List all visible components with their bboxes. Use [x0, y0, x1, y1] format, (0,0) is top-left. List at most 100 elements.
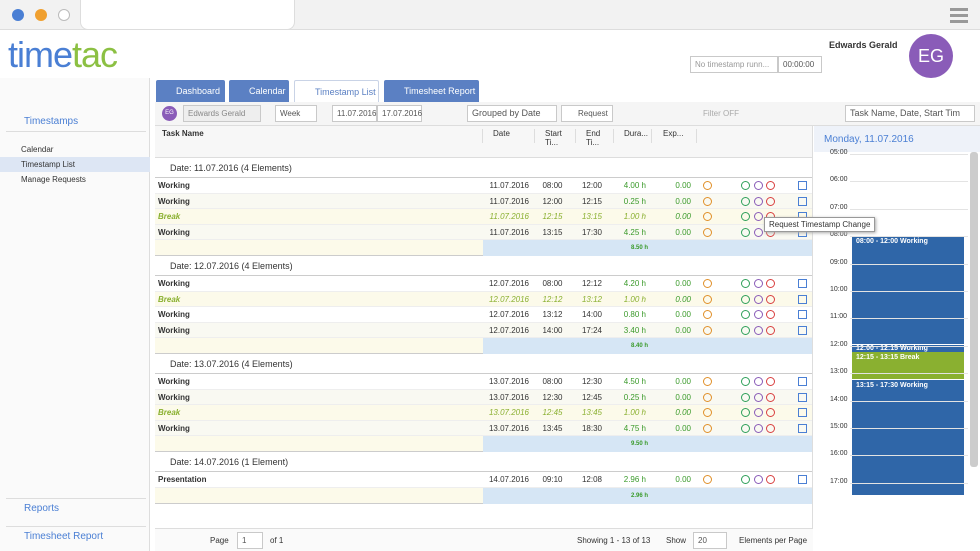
table-row[interactable]: Presentation 14.07.2016 09:10 12:08 2.96 h 0.… [155, 472, 812, 488]
grouping-select[interactable]: Grouped by Date [467, 105, 557, 122]
action-icon[interactable] [703, 212, 712, 221]
action-icon[interactable] [754, 475, 763, 484]
sidebar-item[interactable]: Calendar [21, 145, 54, 154]
date-from[interactable]: 11.07.2016 [332, 105, 377, 122]
action-icon[interactable] [741, 227, 750, 237]
sidebar-item[interactable]: Timestamp List [0, 157, 150, 172]
sort-select[interactable]: Task Name, Date, Start Tim [845, 105, 975, 122]
table-row[interactable]: Break 11.07.2016 12:15 13:15 1.00 h 0.00 [155, 209, 812, 225]
table-row[interactable]: Working 11.07.2016 12:00 12:15 0.25 h 0.00 [155, 193, 812, 209]
table-row[interactable]: Break 12.07.2016 12:12 13:12 1.00 h 0.00 [155, 291, 812, 307]
action-icon[interactable] [754, 325, 763, 335]
action-icon[interactable] [766, 294, 775, 304]
action-icon[interactable] [766, 181, 775, 190]
calendar-event[interactable]: 13:15 - 17:30 Working [852, 380, 964, 495]
table-row[interactable]: Working 12.07.2016 14:00 17:24 3.40 h 0.00 [155, 322, 812, 338]
action-icon[interactable] [741, 212, 750, 221]
column-header[interactable]: Date [483, 129, 535, 143]
group-header[interactable]: Date: 14.07.2016 (1 Element) [155, 452, 812, 472]
calendar-event[interactable]: 12:15 - 13:15 Break [852, 352, 964, 379]
action-icon[interactable] [798, 423, 807, 433]
action-icon[interactable] [754, 227, 763, 237]
action-icon[interactable] [741, 377, 750, 386]
action-icon[interactable] [766, 423, 775, 433]
action-icon[interactable] [798, 475, 807, 484]
action-icon[interactable] [754, 212, 763, 221]
page-input[interactable]: 1 [237, 532, 263, 549]
action-icon[interactable] [741, 196, 750, 206]
action-icon[interactable] [798, 294, 807, 304]
group-header[interactable]: Date: 13.07.2016 (4 Elements) [155, 354, 812, 374]
sidebar-link[interactable]: Reports [6, 498, 146, 518]
action-icon[interactable] [754, 196, 763, 206]
column-header[interactable]: Exp... [653, 129, 697, 143]
action-icon[interactable] [798, 181, 807, 190]
action-icon[interactable] [754, 181, 763, 190]
action-icon[interactable] [741, 279, 750, 288]
menu-icon[interactable] [950, 6, 970, 24]
period-select[interactable]: Week [275, 105, 317, 122]
group-header[interactable]: Date: 11.07.2016 (4 Elements) [155, 158, 812, 178]
calendar-event[interactable]: 12:00 - 12:15 Working [852, 345, 964, 352]
action-icon[interactable] [766, 310, 775, 319]
action-icon[interactable] [741, 408, 750, 417]
action-icon[interactable] [703, 294, 712, 304]
action-icon[interactable] [766, 475, 775, 484]
filter[interactable]: Filter OFF [703, 109, 739, 118]
action-icon[interactable] [703, 475, 712, 484]
action-icon[interactable] [754, 279, 763, 288]
action-icon[interactable] [766, 408, 775, 417]
logo[interactable]: timetac [8, 34, 118, 76]
sidebar-section[interactable]: Timestamps [6, 112, 146, 132]
action-icon[interactable] [741, 423, 750, 433]
tab[interactable]: Timesheet Report [384, 80, 479, 102]
table-row[interactable]: Working 11.07.2016 08:00 12:00 4.00 h 0.00 [155, 178, 812, 194]
per-page-select[interactable]: 20 [693, 532, 727, 549]
scrollbar[interactable] [970, 152, 978, 467]
column-header[interactable]: Start Ti... [535, 129, 576, 147]
table-row[interactable]: Working 11.07.2016 13:15 17:30 4.25 h 0.00 [155, 224, 812, 240]
action-icon[interactable] [754, 377, 763, 386]
action-icon[interactable] [703, 181, 712, 190]
window-dot[interactable] [58, 9, 70, 21]
action-icon[interactable] [741, 294, 750, 304]
action-icon[interactable] [703, 392, 712, 402]
calendar-event[interactable]: 08:00 - 12:00 Working [852, 236, 964, 344]
action-icon[interactable] [703, 196, 712, 206]
table-row[interactable]: Break 13.07.2016 12:45 13:45 1.00 h 0.00 [155, 405, 812, 421]
tab[interactable]: Calendar [229, 80, 289, 102]
action-icon[interactable] [798, 279, 807, 288]
column-header[interactable]: End Ti... [576, 129, 614, 147]
table-row[interactable]: Working 13.07.2016 13:45 18:30 4.75 h 0.00 [155, 420, 812, 436]
action-icon[interactable] [703, 377, 712, 386]
window-dot[interactable] [12, 9, 24, 21]
action-icon[interactable] [798, 408, 807, 417]
action-icon[interactable] [703, 325, 712, 335]
table-row[interactable]: Working 12.07.2016 08:00 12:12 4.20 h 0.00 [155, 276, 812, 292]
avatar[interactable]: EG [909, 34, 953, 78]
action-icon[interactable] [703, 423, 712, 433]
action-icon[interactable] [741, 325, 750, 335]
action-icon[interactable] [766, 392, 775, 402]
action-icon[interactable] [754, 310, 763, 319]
date-to[interactable]: 17.07.2016 [377, 105, 422, 122]
table-row[interactable]: Working 13.07.2016 08:00 12:30 4.50 h 0.00 [155, 374, 812, 390]
action-icon[interactable] [741, 392, 750, 402]
tab[interactable]: Dashboard [156, 80, 225, 102]
column-header[interactable]: Dura... [614, 129, 652, 143]
action-icon[interactable] [798, 392, 807, 402]
sidebar-link[interactable]: Timesheet Report [6, 526, 146, 546]
action-icon[interactable] [754, 423, 763, 433]
group-header[interactable]: Date: 12.07.2016 (4 Elements) [155, 256, 812, 276]
action-icon[interactable] [703, 227, 712, 237]
action-icon[interactable] [766, 279, 775, 288]
tab[interactable]: Timestamp List [294, 80, 379, 102]
action-icon[interactable] [754, 294, 763, 304]
user-select[interactable]: Edwards Gerald [183, 105, 261, 122]
action-icon[interactable] [703, 279, 712, 288]
table-row[interactable]: Working 12.07.2016 13:12 14:00 0.80 h 0.00 [155, 307, 812, 323]
action-icon[interactable] [703, 310, 712, 319]
action-icon[interactable] [741, 310, 750, 319]
action-icon[interactable] [798, 196, 807, 206]
window-dot[interactable] [35, 9, 47, 21]
